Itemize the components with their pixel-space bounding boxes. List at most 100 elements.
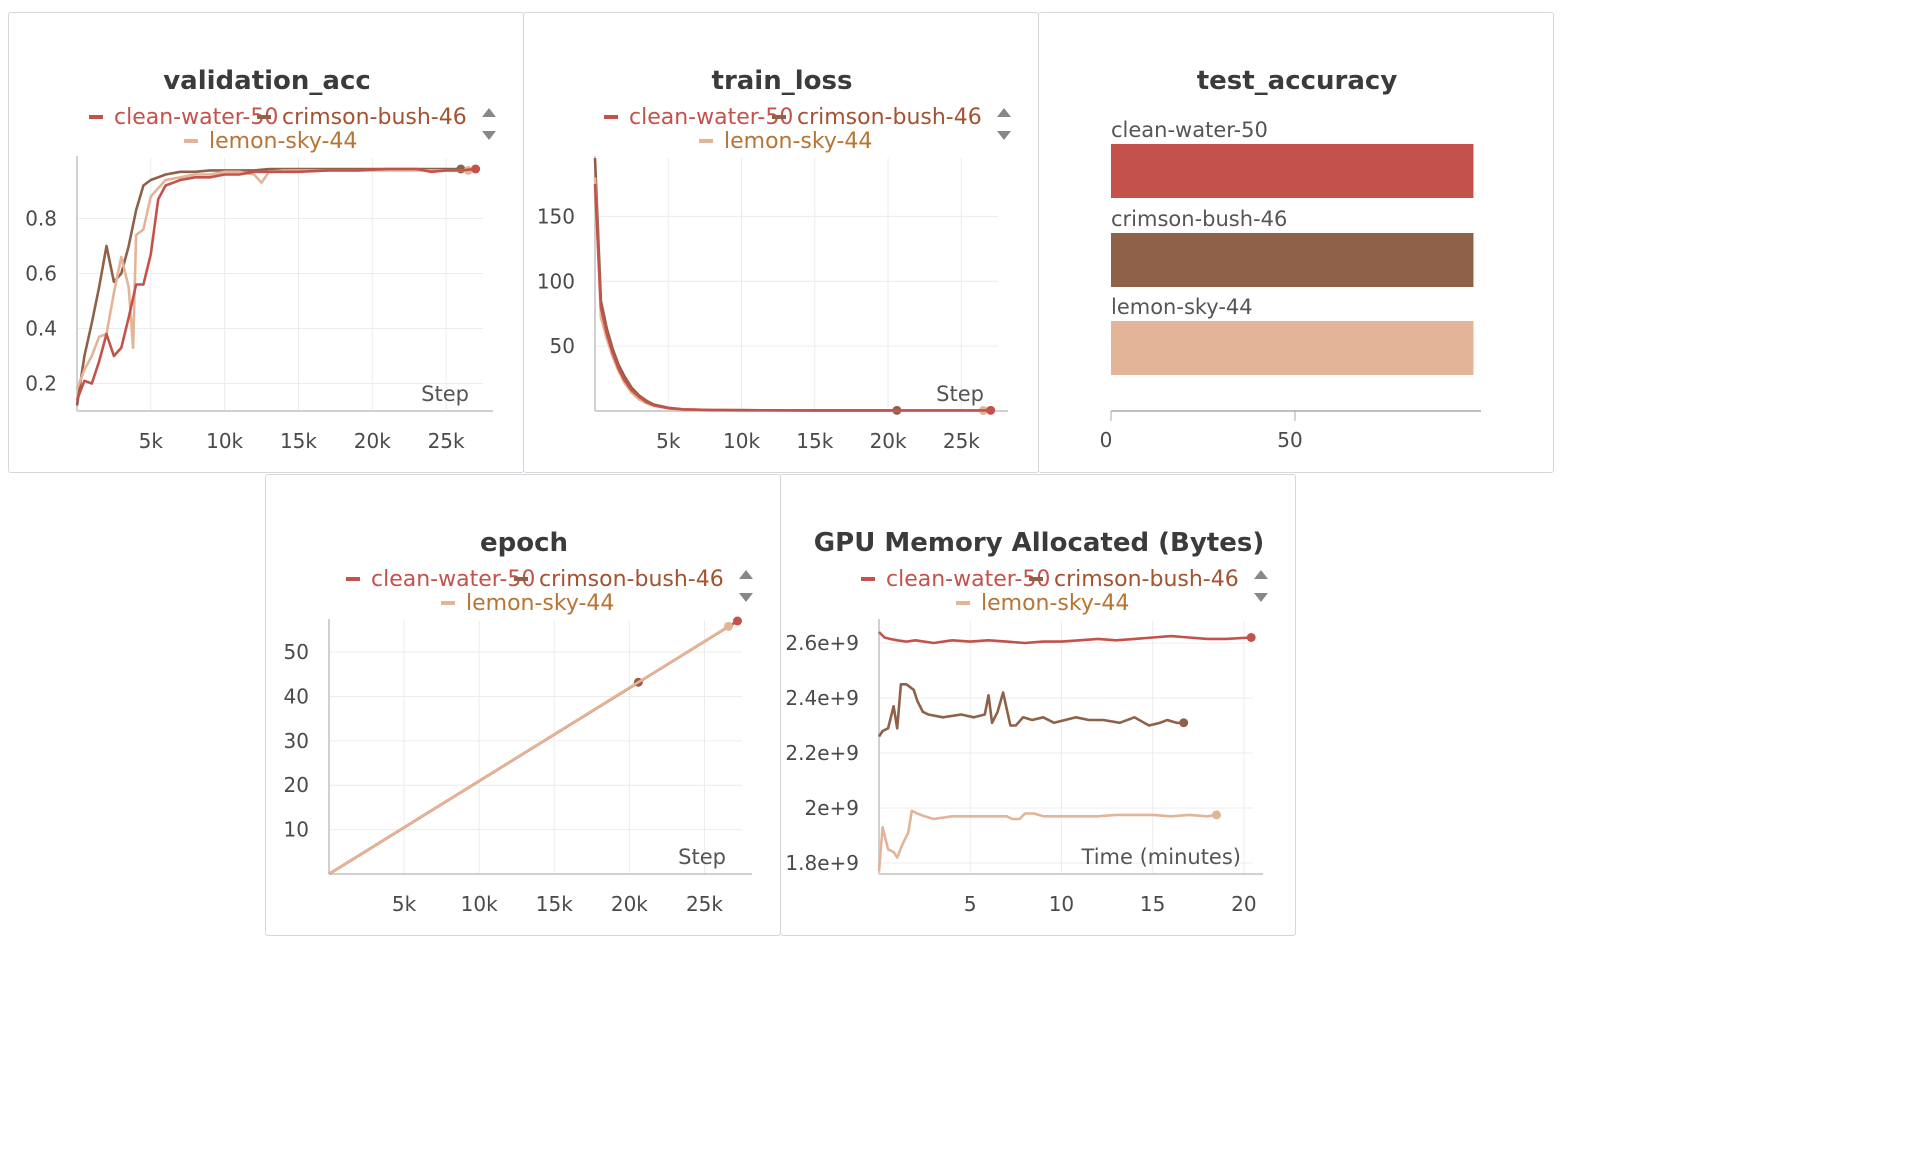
arrow-up-icon[interactable]	[997, 108, 1011, 117]
chart-title: test_accuracy	[1197, 66, 1398, 96]
y-tick-label: 2.2e+9	[785, 741, 859, 765]
x-tick-label: 15	[1140, 892, 1165, 916]
arrow-down-icon[interactable]	[997, 131, 1011, 140]
chart-panel-gpu-memory: GPU Memory Allocated (Bytes) clean-water-…	[780, 474, 1296, 936]
series-line-lemon-sky-44	[593, 177, 984, 412]
x-tick-label: 25k	[686, 892, 723, 916]
y-tick-label: 0.2	[25, 372, 57, 396]
chart-panel-train-loss: train_loss clean-water-50 crimson-bush-46 l…	[523, 12, 1039, 473]
x-tick-label: 15k	[536, 892, 573, 916]
x-tick-label: 5k	[139, 429, 164, 453]
x-tick-label: 15k	[280, 429, 317, 453]
series-line-lemon-sky-44	[877, 809, 1217, 872]
y-tick-label: 100	[537, 269, 575, 293]
y-tick-label: 1.8e+9	[785, 851, 859, 875]
series-line-clean-water-50	[593, 183, 991, 412]
x-tick-label: 10k	[206, 429, 243, 453]
series-end-point-lemon-sky-44	[1212, 810, 1222, 820]
x-tick-label: 20k	[611, 892, 648, 916]
epoch-chart: epoch clean-water-50 crimson-bush-46lemon-…	[284, 528, 753, 916]
y-tick-label: 50	[284, 640, 309, 664]
validation-acc-chart: validation_acc clean-water-50 crimson-bush…	[25, 66, 496, 453]
legend-label-clean-water-50: clean-water-50	[371, 567, 535, 592]
y-tick-label: 10	[284, 818, 309, 842]
x-tick-label: 20	[1231, 892, 1256, 916]
x-tick-label: 10	[1049, 892, 1074, 916]
legend-label-crimson-bush-46: crimson-bush-46	[1054, 567, 1239, 592]
series-line-crimson-bush-46	[593, 157, 897, 412]
legend-label-clean-water-50: clean-water-50	[629, 105, 793, 130]
x-tick-label: 20k	[354, 429, 391, 453]
y-tick-label: 0.8	[25, 207, 57, 231]
arrow-down-icon[interactable]	[1254, 593, 1268, 602]
x-tick-label: 10k	[461, 892, 498, 916]
series-end-point-lemon-sky-44	[723, 621, 733, 631]
test-accuracy-chart: test_accuracy clean-water-50 crimson-bush-…	[1100, 66, 1481, 452]
y-tick-label: 40	[284, 684, 309, 708]
x-tick-label: 10k	[723, 429, 760, 453]
arrow-down-icon[interactable]	[482, 131, 496, 140]
bar-label-crimson-bush-46: crimson-bush-46	[1111, 207, 1287, 231]
series-line-crimson-bush-46	[75, 167, 461, 406]
x-tick-label: 15k	[796, 429, 833, 453]
bar-lemon-sky-44	[1111, 321, 1474, 375]
arrow-up-icon[interactable]	[482, 108, 496, 117]
x-axis-label: Step	[678, 845, 726, 869]
x-tick-label: 20k	[870, 429, 907, 453]
y-tick-label: 2.6e+9	[785, 631, 859, 655]
x-tick-label: 25k	[428, 429, 465, 453]
series-line-clean-water-50	[878, 631, 1252, 645]
chart-panel-epoch: epoch clean-water-50 crimson-bush-46 lemon-…	[265, 474, 781, 936]
x-axis-label: Step	[421, 382, 469, 406]
legend-label-crimson-bush-46: crimson-bush-46	[539, 567, 724, 592]
arrow-up-icon[interactable]	[739, 570, 753, 579]
chart-title: GPU Memory Allocated (Bytes)	[814, 528, 1264, 558]
x-tick-label: 25k	[943, 429, 980, 453]
y-tick-label: 2e+9	[804, 796, 859, 820]
chart-title: epoch	[480, 528, 568, 558]
series-line-lemon-sky-44	[75, 169, 469, 390]
bar-label-clean-water-50: clean-water-50	[1111, 118, 1268, 142]
y-tick-label: 30	[284, 729, 309, 753]
series-line-clean-water-50	[75, 167, 476, 401]
legend-label-clean-water-50: clean-water-50	[886, 567, 1050, 592]
x-axis-label: Step	[936, 382, 984, 406]
arrow-down-icon[interactable]	[739, 593, 753, 602]
series-end-point-clean-water-50	[732, 616, 742, 626]
legend-label-crimson-bush-46: crimson-bush-46	[797, 105, 982, 130]
series-end-point-crimson-bush-46	[1179, 718, 1189, 728]
chart-title: validation_acc	[163, 66, 371, 96]
legend-label-lemon-sky-44: lemon-sky-44	[724, 129, 872, 154]
arrow-up-icon[interactable]	[1254, 570, 1268, 579]
series-end-point-clean-water-50	[986, 405, 996, 415]
legend-label-crimson-bush-46: crimson-bush-46	[282, 105, 467, 130]
chart-title: train_loss	[712, 66, 853, 96]
x-tick-label: 5k	[392, 892, 417, 916]
series-line-crimson-bush-46	[877, 683, 1184, 738]
series-end-point-clean-water-50	[471, 164, 481, 174]
legend-label-clean-water-50: clean-water-50	[114, 105, 278, 130]
series-end-point-clean-water-50	[1246, 633, 1256, 642]
bar-crimson-bush-46	[1111, 233, 1474, 287]
legend-label-lemon-sky-44: lemon-sky-44	[466, 591, 614, 616]
x-tick-label: 0	[1100, 428, 1113, 452]
gpu-memory-chart: GPU Memory Allocated (Bytes) clean-water-…	[785, 528, 1268, 916]
y-tick-label: 150	[537, 204, 575, 228]
x-axis-label: Time (minutes)	[1081, 845, 1241, 869]
y-tick-label: 20	[284, 773, 309, 797]
legend-label-lemon-sky-44: lemon-sky-44	[981, 591, 1129, 616]
legend-label-lemon-sky-44: lemon-sky-44	[209, 129, 357, 154]
train-loss-chart: train_loss clean-water-50 crimson-bush-46l…	[537, 66, 1011, 453]
x-tick-label: 5	[964, 892, 977, 916]
y-tick-label: 0.6	[25, 262, 57, 286]
x-tick-label: 50	[1277, 428, 1302, 452]
y-tick-label: 2.4e+9	[785, 686, 859, 710]
bar-clean-water-50	[1111, 144, 1474, 198]
y-tick-label: 50	[550, 334, 575, 358]
chart-panel-test-accuracy: test_accuracy clean-water-50 crimson-bush-…	[1038, 12, 1554, 473]
bar-label-lemon-sky-44: lemon-sky-44	[1111, 295, 1253, 319]
y-tick-label: 0.4	[25, 317, 57, 341]
x-tick-label: 5k	[656, 429, 681, 453]
chart-panel-validation-acc: validation_acc clean-water-50 crimson-bush…	[8, 12, 524, 473]
series-line-lemon-sky-44	[328, 625, 730, 876]
